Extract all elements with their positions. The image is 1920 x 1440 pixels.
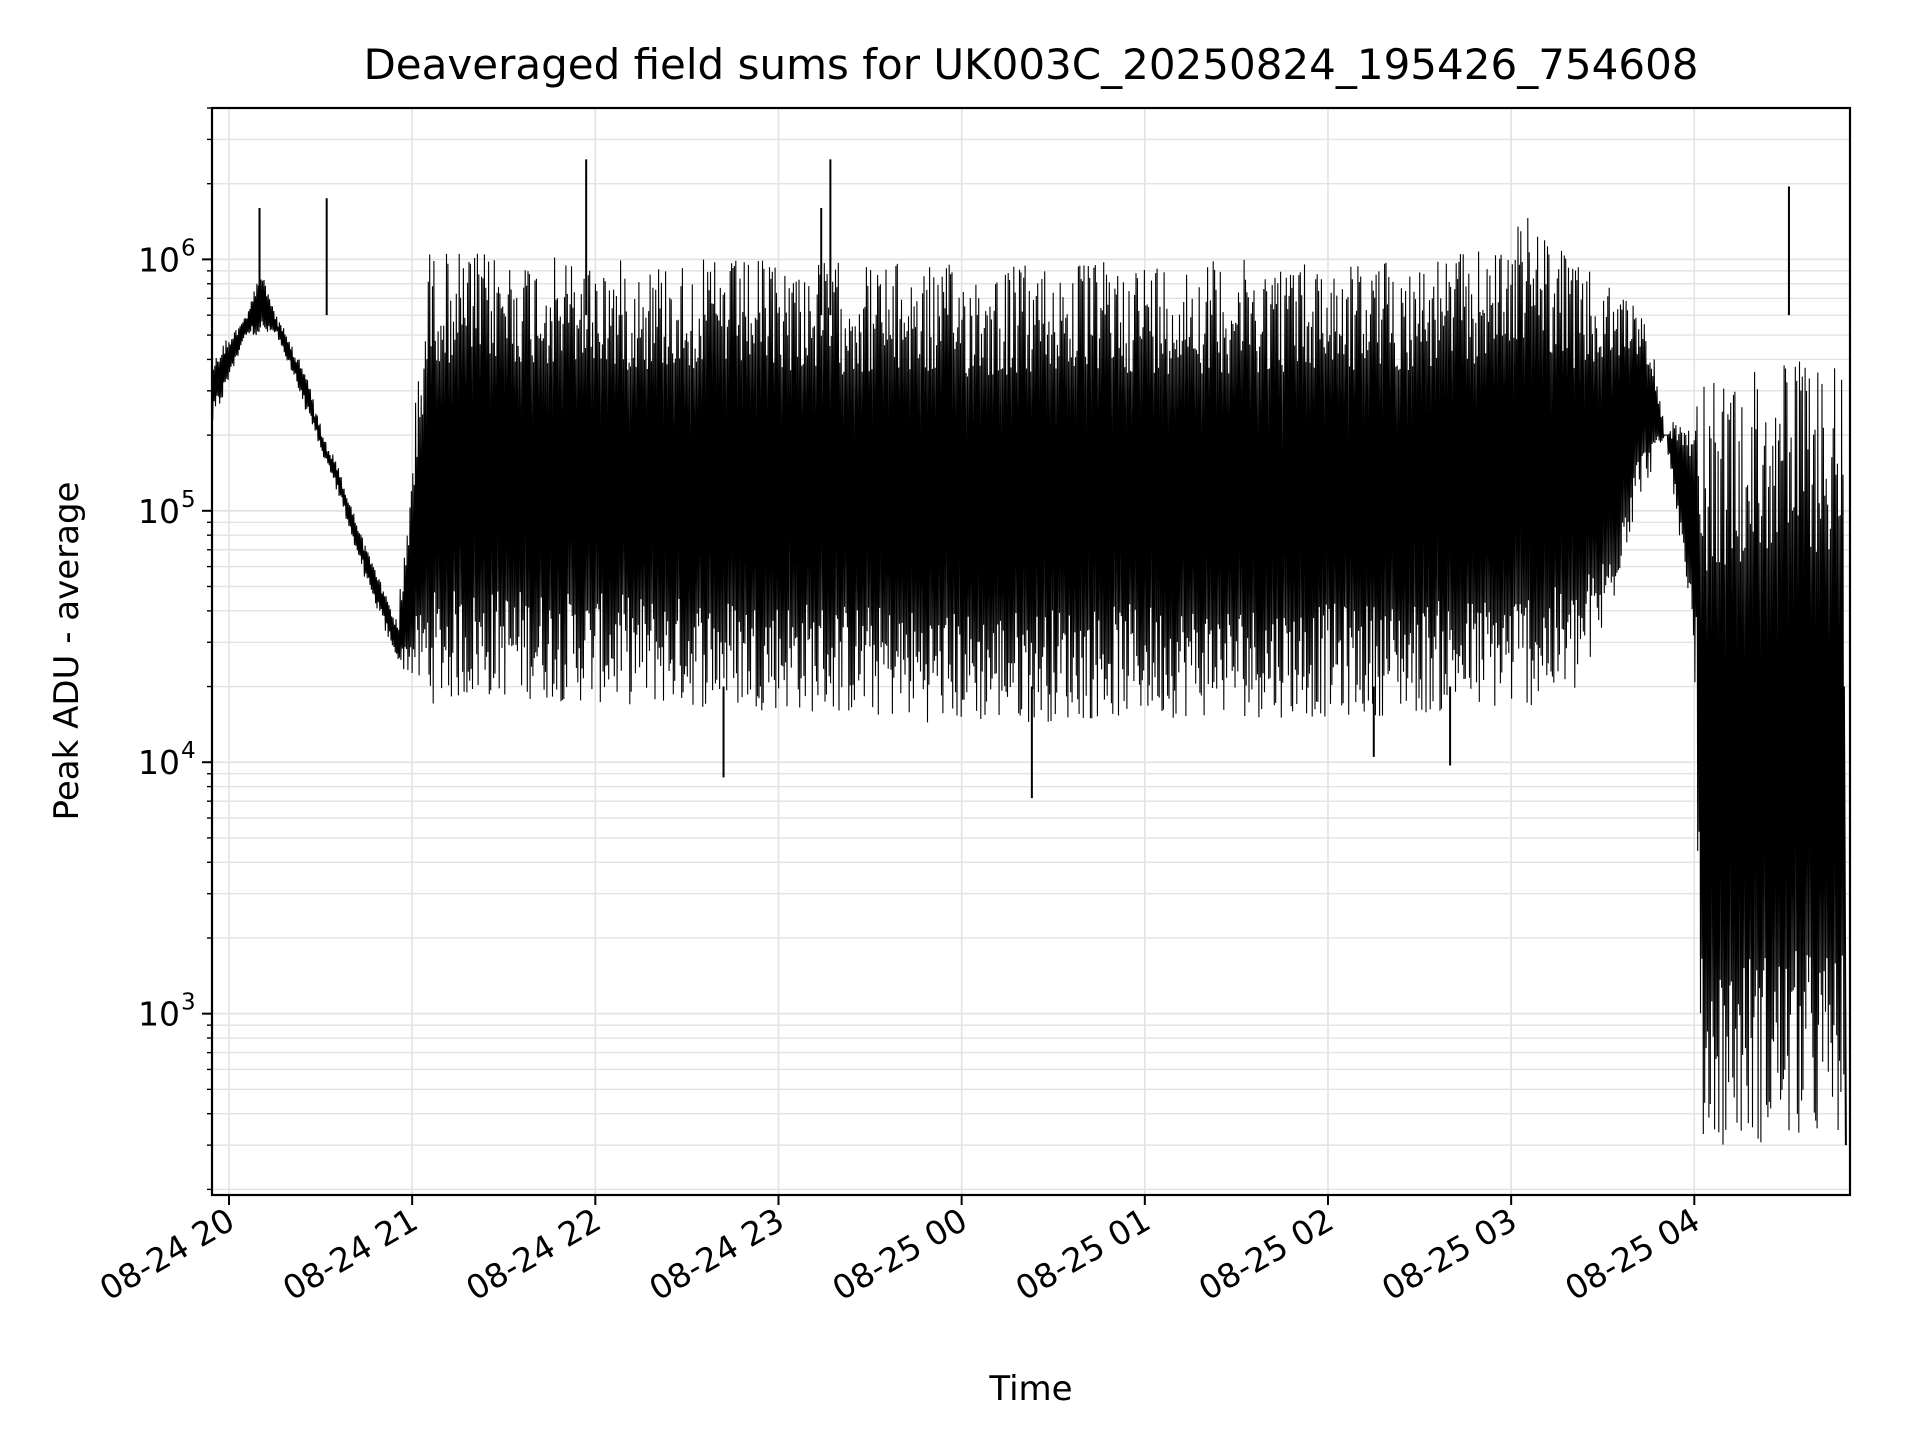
y-tick-label: 10 [138, 743, 180, 782]
y-tick-label: 10 [138, 240, 180, 279]
series-line [211, 217, 1845, 1145]
x-axis-label: Time [988, 1369, 1072, 1409]
y-tick-label-exponent: 5 [181, 487, 196, 513]
y-tick-label-exponent: 3 [181, 990, 196, 1016]
y-tick-label: 10 [138, 995, 180, 1034]
y-tick-label-exponent: 6 [181, 235, 196, 261]
series-drop [1842, 686, 1847, 1146]
plot-frame [210, 106, 1852, 1197]
y-tick-label-exponent: 4 [181, 738, 196, 764]
y-tick-label: 10 [138, 492, 180, 531]
chart-title: Deaveraged field sums for UK003C_2025082… [363, 40, 1698, 89]
series-peak-adu [211, 159, 1847, 1146]
y-axis-label: Peak ADU - average [47, 482, 87, 821]
